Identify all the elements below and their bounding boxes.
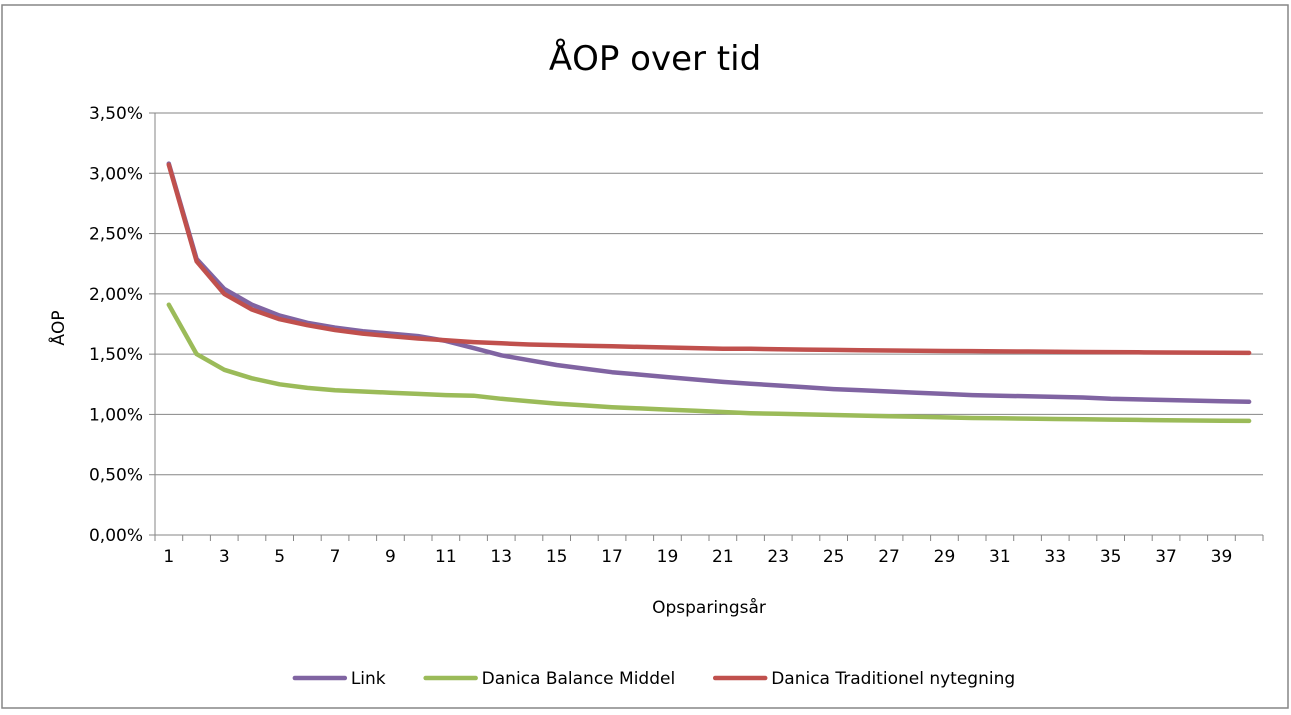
y-axis-ticks: 0,00% 0,50% 1,00% 1,50% 2,00% 2,50% 3,00% 3,50% bbox=[89, 104, 155, 546]
legend-label-danica-traditionel-nytegning: Danica Traditionel nytegning bbox=[771, 669, 1015, 689]
x-tick-label: 39 bbox=[1211, 547, 1233, 567]
series-lines bbox=[166, 161, 1252, 424]
y-tick-label: 3,50% bbox=[89, 104, 143, 124]
x-tick-label: 37 bbox=[1155, 547, 1177, 567]
series-line-danica-traditionel-nytegning bbox=[166, 162, 1252, 356]
y-tick-label: 0,00% bbox=[89, 526, 143, 546]
x-tick-label: 27 bbox=[878, 547, 900, 567]
x-tick-label: 17 bbox=[601, 547, 623, 567]
chart-border bbox=[1, 4, 1289, 709]
chart-title: ÅOP over tid bbox=[549, 38, 761, 79]
x-tick-label: 7 bbox=[330, 547, 341, 567]
legend-label-link: Link bbox=[351, 669, 386, 689]
y-tick-label: 1,50% bbox=[89, 345, 143, 365]
x-tick-label: 23 bbox=[767, 547, 789, 567]
x-tick-label: 3 bbox=[219, 547, 230, 567]
y-tick-label: 2,00% bbox=[89, 285, 143, 305]
y-tick-label: 1,00% bbox=[89, 405, 143, 425]
x-tick-label: 5 bbox=[274, 547, 285, 567]
x-tick-label: 11 bbox=[435, 547, 457, 567]
gridlines bbox=[155, 112, 1263, 476]
y-tick-label: 2,50% bbox=[89, 225, 143, 245]
x-tick-label: 33 bbox=[1044, 547, 1066, 567]
x-tick-label: 25 bbox=[823, 547, 845, 567]
x-axis-title: Opsparingsår bbox=[652, 597, 766, 618]
y-tick-label: 0,50% bbox=[89, 466, 143, 486]
x-tick-label: 15 bbox=[546, 547, 568, 567]
x-tick-label: 21 bbox=[712, 547, 734, 567]
series-line-danica-balance-middel bbox=[166, 302, 1252, 424]
x-axis-ticks: 1 3 5 7 9 11 13 15 17 19 21 23 25 27 29 31 33 35 37 39 bbox=[154, 535, 1264, 567]
series-line-link bbox=[166, 161, 1252, 405]
y-tick-label: 3,00% bbox=[89, 164, 143, 184]
x-tick-label: 31 bbox=[989, 547, 1011, 567]
legend: Link Danica Balance Middel Danica Traditio… bbox=[292, 669, 1015, 689]
x-tick-label: 1 bbox=[163, 547, 174, 567]
x-tick-label: 29 bbox=[934, 547, 956, 567]
legend-label-danica-balance-middel: Danica Balance Middel bbox=[482, 669, 676, 689]
x-tick-label: 35 bbox=[1100, 547, 1122, 567]
x-tick-label: 9 bbox=[385, 547, 396, 567]
y-axis-title: ÅOP bbox=[47, 310, 69, 345]
x-tick-label: 19 bbox=[657, 547, 679, 567]
x-tick-label: 13 bbox=[490, 547, 512, 567]
